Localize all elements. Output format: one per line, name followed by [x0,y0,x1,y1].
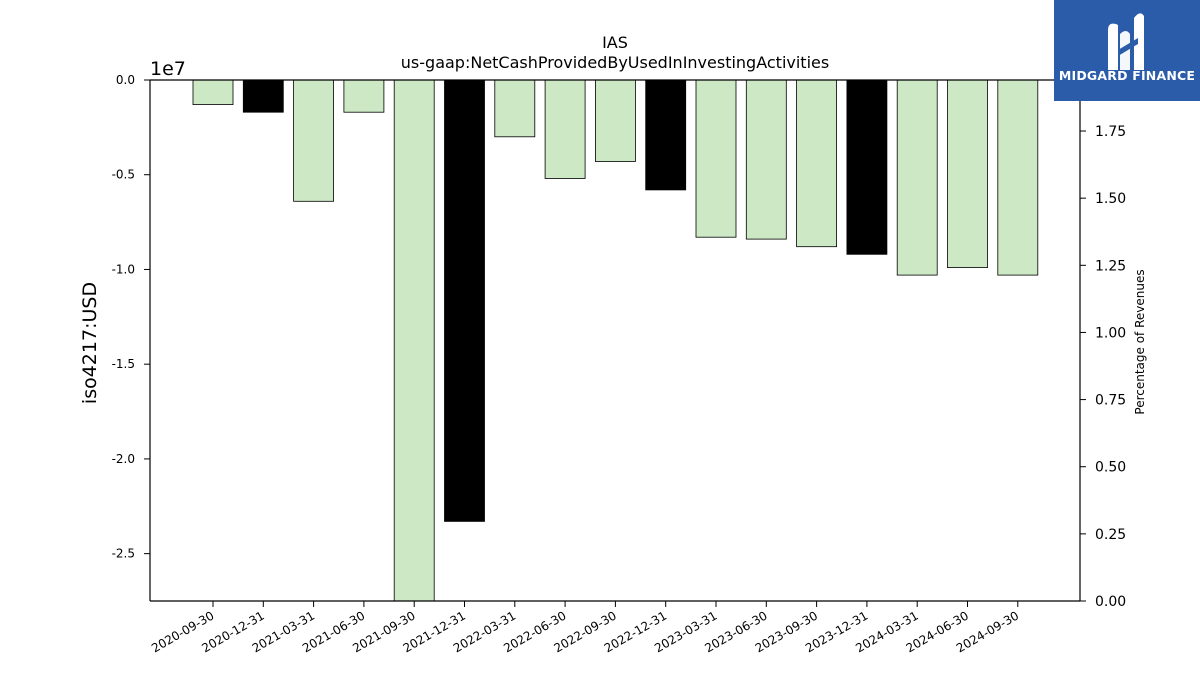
bar-2024-03-31 [896,79,938,276]
y-tick-label: -1.5 [112,357,135,371]
y2-tick-label: 1.75 [1095,124,1126,140]
logo-text: MIDGARD FINANCE [1058,68,1196,83]
bar-2020-09-30 [192,79,234,106]
y2-axis-label: Percentage of Revenues [1133,269,1147,414]
bar-2022-12-31 [645,79,687,191]
bar-2023-06-30 [745,79,787,240]
chart-title: IAS [602,33,628,52]
x-ticks-group: 2020-09-302020-12-312021-03-312021-06-30… [149,601,1021,655]
y2-tick-label: 0.25 [1095,527,1126,543]
y-tick-label: -0.5 [112,168,135,182]
bars-group [192,79,1039,602]
y-axis-label: iso4217:USD [79,282,101,404]
midgard-logo-icon [1108,13,1144,71]
bar-2023-12-31 [846,79,888,255]
y2-tick-label: 1.00 [1095,325,1126,341]
bar-2023-03-31 [695,79,737,238]
bar-2020-12-31 [242,79,284,113]
y2-tick-label: 0.75 [1095,393,1126,409]
y-tick-label: -2.0 [112,452,135,466]
bar-2021-06-30 [343,79,385,113]
bar-2024-09-30 [997,79,1039,276]
y2-tick-label: 0.50 [1095,460,1126,476]
y2-tick-label: 1.25 [1095,258,1126,274]
y2-tick-label: 0.00 [1095,594,1126,610]
right-ticks-group: 0.00 0.25 0.50 0.75 1.00 1.25 1.50 1.75 [1080,124,1126,610]
bar-2021-12-31 [444,79,485,522]
y-tick-label: 0.0 [116,73,135,87]
chart-subtitle: us-gaap:NetCashProvidedByUsedInInvesting… [401,53,829,72]
logo: MIDGARD FINANCE [1054,0,1200,101]
y2-tick-label: 1.50 [1095,191,1126,207]
bar-2022-09-30 [595,79,636,162]
bar-2021-09-30 [393,79,435,602]
left-ticks-group: 0.0 -0.5 -1.0 -1.5 -2.0 -2.5 [112,73,150,561]
y-tick-label: -1.0 [112,262,135,276]
bar-2022-03-31 [494,79,536,138]
bar-2021-03-31 [293,79,335,202]
y-offset-label: 1e7 [150,58,186,80]
bar-2023-09-30 [796,79,837,248]
bar-2022-06-30 [544,79,586,179]
y-tick-label: -2.5 [112,547,135,561]
bar-2024-06-30 [947,79,988,269]
